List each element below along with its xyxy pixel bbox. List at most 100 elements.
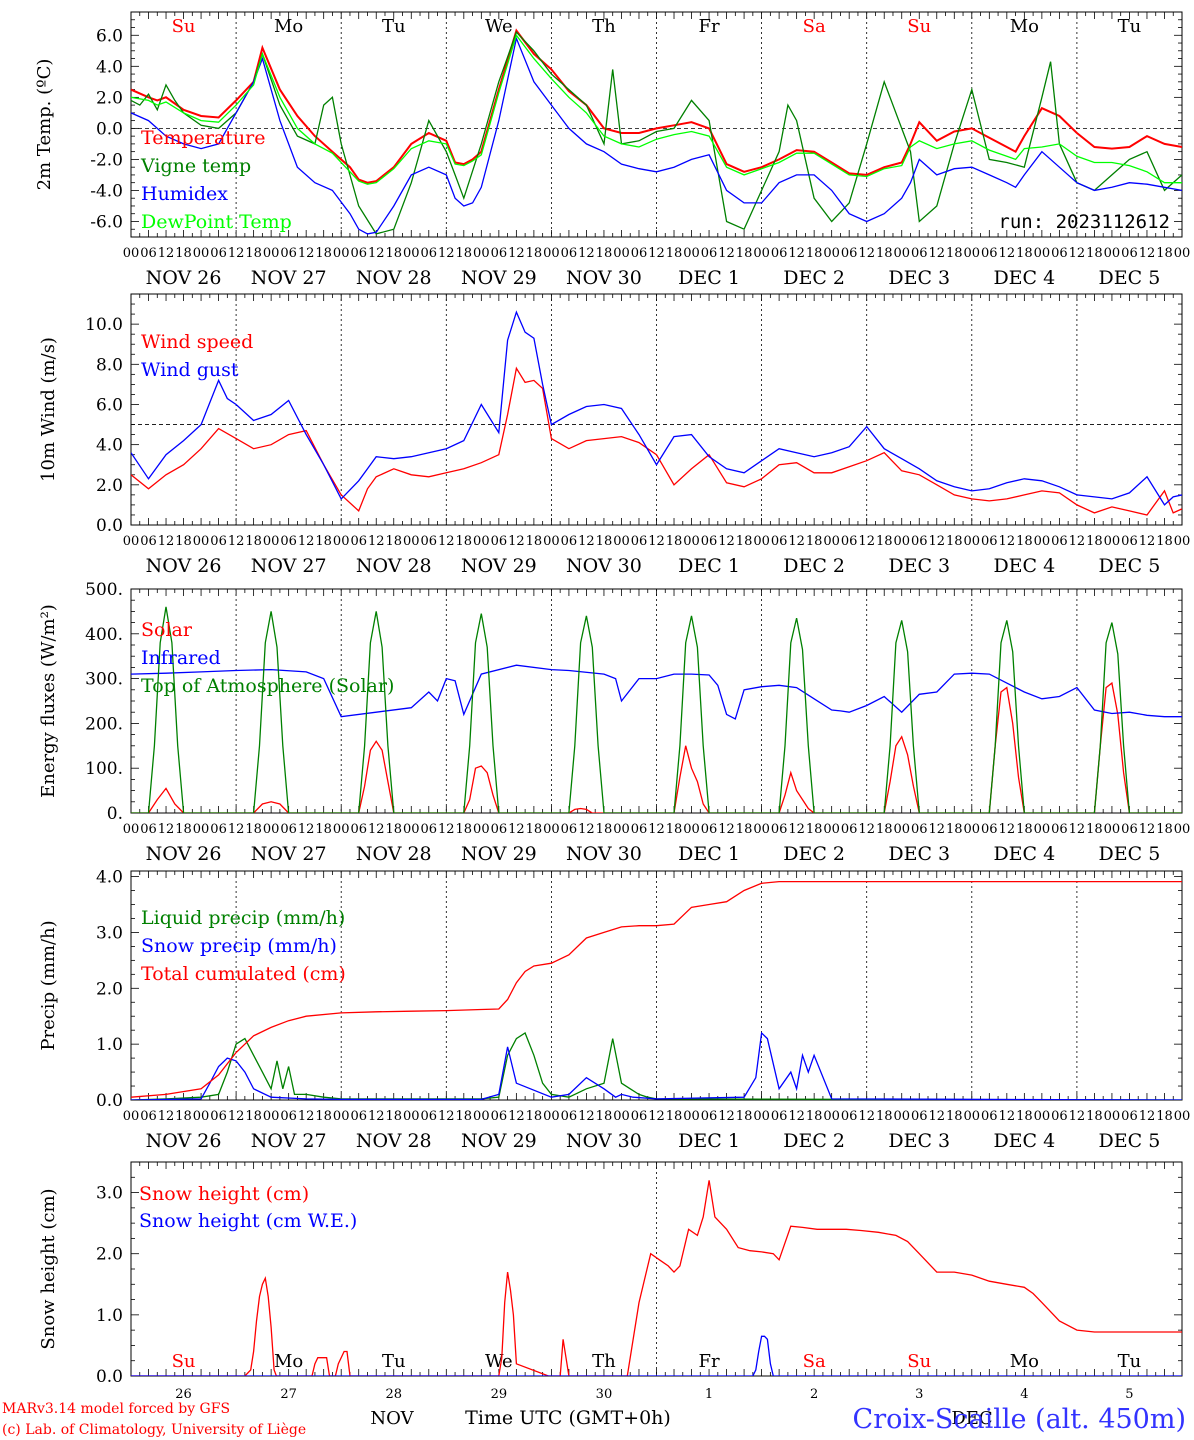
hour-label: 12 — [158, 822, 175, 837]
day-name-label: Su — [907, 1351, 931, 1372]
hour-label: 18 — [175, 534, 192, 549]
y-tick-label: 10.0 — [85, 315, 123, 335]
y-tick-label: 4.0 — [96, 436, 123, 456]
hour-label: 00 — [193, 1109, 210, 1124]
hour-label: 12 — [578, 1109, 595, 1124]
day-name-label: We — [485, 16, 513, 37]
hour-label: 00 — [193, 822, 210, 837]
hour-label: 12 — [1069, 246, 1086, 261]
hour-label: 00 — [263, 534, 280, 549]
hour-label: 06 — [631, 822, 648, 837]
day-name-label: Su — [172, 16, 196, 37]
hour-label: 12 — [788, 534, 805, 549]
hour-label: 00 — [683, 534, 700, 549]
hour-label: 00 — [613, 822, 630, 837]
hour-label: 18 — [315, 1109, 332, 1124]
hour-label: 12 — [718, 246, 735, 261]
hour-label: 12 — [368, 822, 385, 837]
hour-label: 06 — [280, 822, 297, 837]
date-label: NOV 26 — [146, 555, 222, 577]
hour-label: 00 — [403, 534, 420, 549]
date-label: NOV 29 — [461, 843, 537, 865]
hour-label: 06 — [631, 1109, 648, 1124]
date-label: DEC 1 — [678, 843, 740, 865]
hour-label: 00 — [333, 1109, 350, 1124]
hour-label: 12 — [298, 1109, 315, 1124]
x-axis-title: Time UTC (GMT+0h) — [465, 1407, 671, 1429]
series-line-snow-height-cm — [131, 1180, 1182, 1376]
month-label: NOV — [370, 1408, 414, 1429]
date-label: NOV 27 — [251, 555, 327, 577]
hour-label: 00 — [1034, 1109, 1051, 1124]
hour-label: 06 — [491, 534, 508, 549]
hour-label: 18 — [946, 534, 963, 549]
date-label: NOV 28 — [356, 267, 432, 289]
hour-label: 06 — [491, 1109, 508, 1124]
hour-label: 18 — [526, 1109, 543, 1124]
hour-label: 06 — [561, 822, 578, 837]
hour-label: 18 — [736, 246, 753, 261]
hour-label: 06 — [421, 1109, 438, 1124]
legend-entry: Vigne temp — [140, 155, 251, 177]
hour-label: 18 — [1086, 246, 1103, 261]
hour-label: 12 — [999, 246, 1016, 261]
day-number-label: 2 — [810, 1387, 818, 1402]
day-name-label: Tu — [1118, 1351, 1142, 1372]
y-tick-label: 2.0 — [96, 476, 123, 496]
date-label: NOV 30 — [566, 267, 642, 289]
hour-label: 00 — [1174, 822, 1191, 837]
hour-label: 18 — [175, 822, 192, 837]
date-label: DEC 3 — [888, 1130, 950, 1152]
day-name-label: Fr — [699, 16, 720, 37]
hour-label: 06 — [911, 534, 928, 549]
y-tick-label: 4.0 — [96, 57, 123, 77]
date-label: DEC 5 — [1099, 1130, 1161, 1152]
hour-label: 18 — [946, 1109, 963, 1124]
hour-label: 00 — [613, 534, 630, 549]
hour-label: 12 — [578, 246, 595, 261]
hour-label: 00 — [403, 246, 420, 261]
y-axis-label: 10m Wind (m/s) — [38, 337, 59, 482]
y-tick-label: 1.0 — [96, 1306, 123, 1326]
hour-label: 00 — [543, 822, 560, 837]
date-label: DEC 1 — [678, 267, 740, 289]
y-tick-label: 3.0 — [96, 923, 123, 943]
hour-label: 12 — [648, 246, 665, 261]
hour-label: 18 — [245, 246, 262, 261]
hour-label: 12 — [858, 534, 875, 549]
hour-label: 00 — [683, 822, 700, 837]
hour-label: 18 — [1156, 246, 1173, 261]
y-tick-label: 0.0 — [96, 1091, 123, 1111]
hour-label: 00 — [893, 1109, 910, 1124]
hour-label: 18 — [526, 534, 543, 549]
legend-entry: Humidex — [141, 183, 228, 205]
date-label: NOV 28 — [356, 555, 432, 577]
date-label: NOV 27 — [251, 267, 327, 289]
date-label: DEC 5 — [1099, 555, 1161, 577]
date-label: DEC 2 — [783, 843, 845, 865]
hour-label: 12 — [648, 534, 665, 549]
hour-label: 12 — [999, 822, 1016, 837]
hour-label: 06 — [1051, 1109, 1068, 1124]
date-label: DEC 4 — [993, 267, 1055, 289]
date-label: DEC 2 — [783, 555, 845, 577]
y-tick-label: 8.0 — [96, 355, 123, 375]
station-title: Croix-Scaille (alt. 450m) — [853, 1404, 1186, 1435]
hour-label: 00 — [964, 822, 981, 837]
hour-label: 12 — [508, 1109, 525, 1124]
hour-label: 06 — [911, 1109, 928, 1124]
hour-label: 00 — [1104, 534, 1121, 549]
date-label: DEC 3 — [888, 843, 950, 865]
hour-label: 00 — [333, 534, 350, 549]
hour-label: 00 — [1174, 534, 1191, 549]
hour-label: 06 — [280, 1109, 297, 1124]
hour-label: 12 — [368, 534, 385, 549]
hour-label: 18 — [456, 246, 473, 261]
legend-entry: Snow precip (mm/h) — [141, 935, 337, 957]
y-tick-label: 6.0 — [96, 26, 123, 46]
y-axis-label: 2m Temp. (ºC) — [34, 59, 55, 191]
hour-label: 00 — [123, 534, 140, 549]
hour-label: 12 — [928, 1109, 945, 1124]
hour-label: 06 — [1121, 246, 1138, 261]
